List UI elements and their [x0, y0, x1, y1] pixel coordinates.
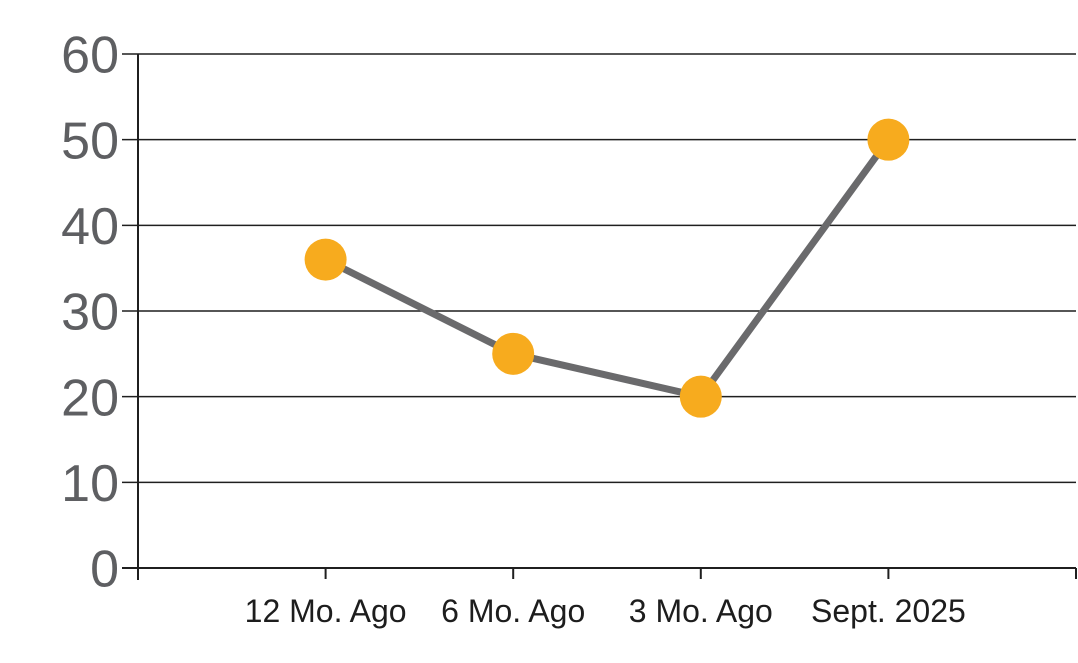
y-tick-label: 30 [61, 284, 119, 342]
y-tick-label: 60 [61, 27, 119, 85]
y-tick-label: 0 [90, 541, 119, 599]
y-tick-label: 20 [61, 369, 119, 427]
y-tick-label: 40 [61, 198, 119, 256]
data-point-marker [492, 332, 535, 375]
data-point-marker [679, 375, 722, 418]
x-tick-label: 6 Mo. Ago [441, 593, 585, 629]
series-line [322, 136, 892, 401]
x-tick-label: 12 Mo. Ago [245, 593, 407, 629]
y-tick-label: 50 [61, 112, 119, 170]
data-point-marker [867, 118, 910, 161]
y-tick-label: 10 [61, 455, 119, 513]
data-point-marker [304, 238, 347, 281]
x-tick-label: Sept. 2025 [811, 593, 966, 629]
x-tick-label: 3 Mo. Ago [629, 593, 773, 629]
